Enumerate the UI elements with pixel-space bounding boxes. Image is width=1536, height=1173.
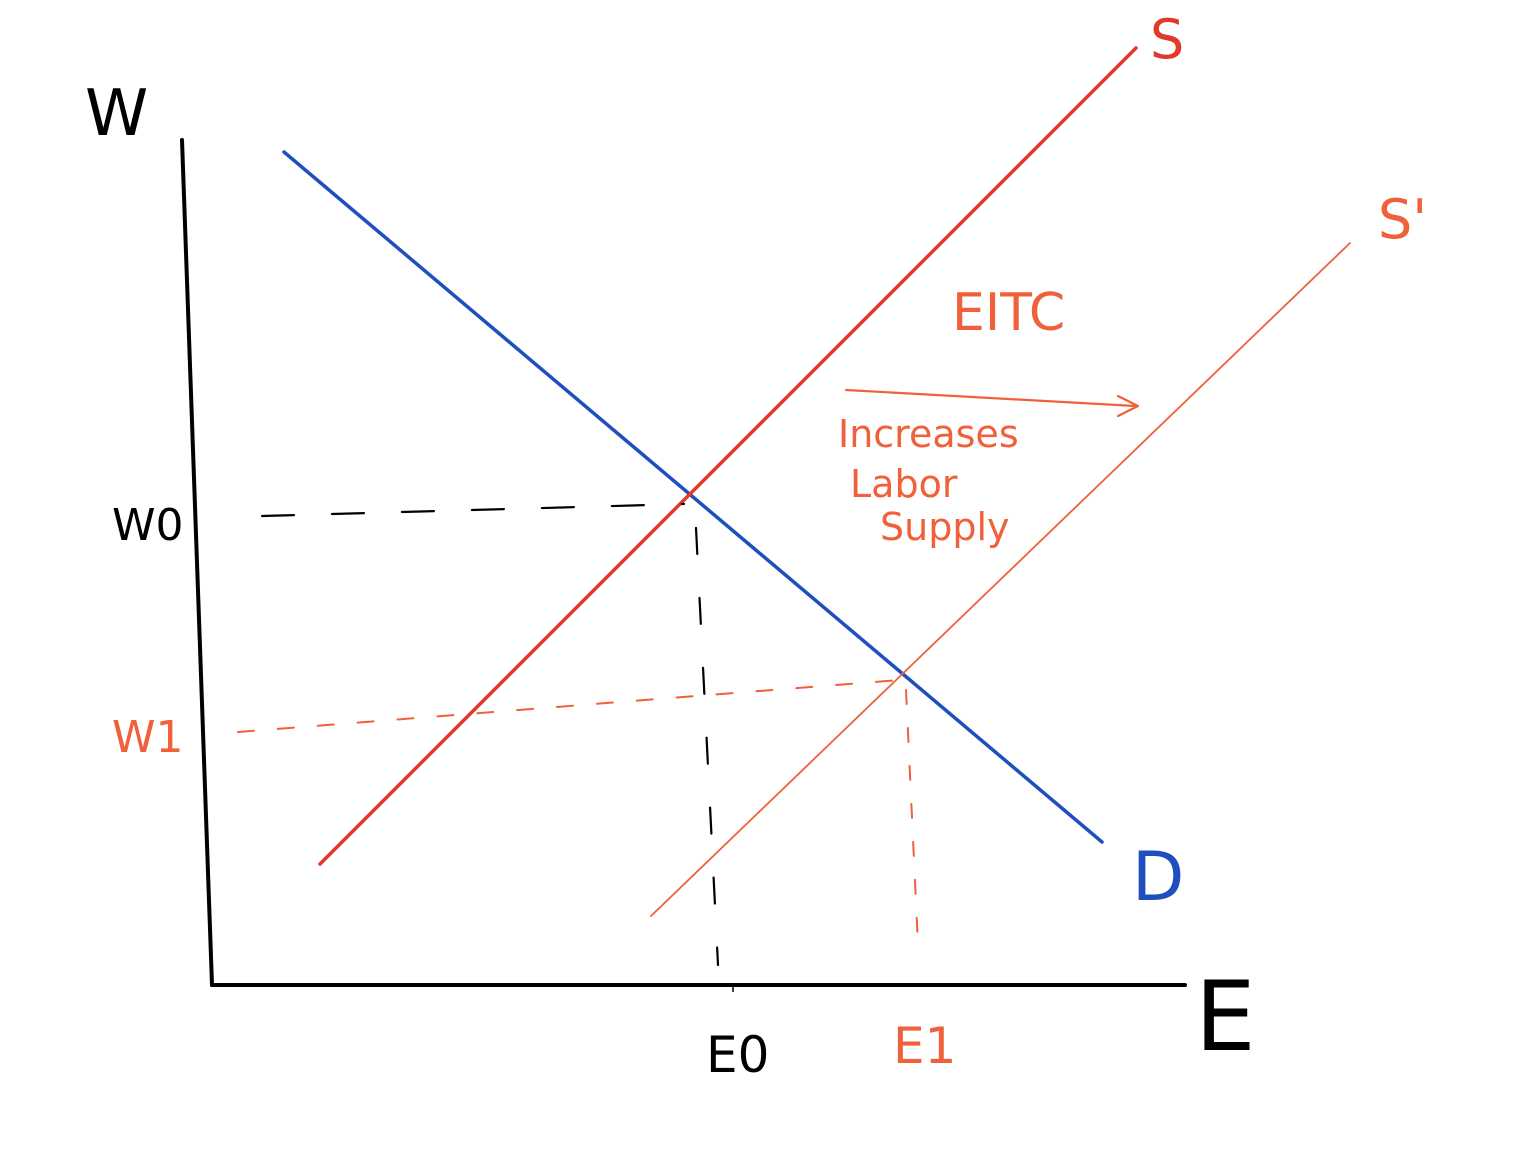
y-axis xyxy=(180,138,214,987)
supply-curve xyxy=(318,46,1138,866)
supply-curve-label: S xyxy=(1150,8,1184,71)
x-axis-label: E xyxy=(1195,961,1256,1073)
shift-arrow-shaft xyxy=(844,388,1137,408)
w1-label: W1 xyxy=(112,712,184,763)
annotation-line-3: Supply xyxy=(880,505,1010,549)
annotation-line-1: Increases xyxy=(838,412,1019,456)
e1-guide-line xyxy=(905,689,919,946)
policy-label: EITC xyxy=(952,283,1065,343)
e1-label: E1 xyxy=(893,1017,956,1075)
w0-guide-line xyxy=(260,502,686,518)
supply-shifted-curve-label: S' xyxy=(1378,188,1427,251)
shift-arrow-head xyxy=(1116,394,1140,418)
demand-curve xyxy=(282,150,1104,844)
annotation-line-2: Labor xyxy=(850,462,958,506)
y-axis-label: W xyxy=(85,77,148,151)
demand-curve-label: D xyxy=(1132,838,1184,917)
w0-label: W0 xyxy=(112,500,184,551)
supply-shifted-curve xyxy=(650,242,1351,917)
w1-guide-line xyxy=(237,679,901,733)
e0-guide-line xyxy=(694,526,720,967)
e0-label: E0 xyxy=(706,1026,769,1084)
